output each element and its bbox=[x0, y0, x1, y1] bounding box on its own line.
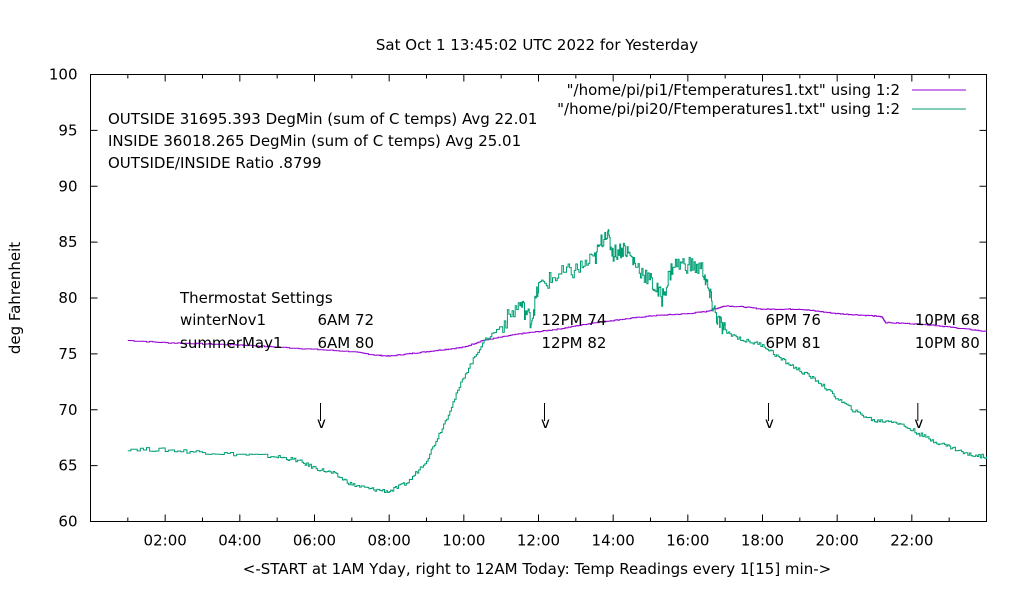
legend-label-inside: "/home/pi/pi1/Ftemperatures1.txt" using … bbox=[567, 81, 900, 99]
chart-title: Sat Oct 1 13:45:02 UTC 2022 for Yesterda… bbox=[376, 36, 698, 54]
x-tick-label: 08:00 bbox=[368, 532, 411, 550]
x-tick-label: 04:00 bbox=[218, 532, 261, 550]
setting-arrow-head: v bbox=[914, 414, 923, 432]
setting-summer: 6PM 81 bbox=[766, 334, 821, 352]
y-tick-label: 95 bbox=[58, 121, 77, 139]
stats-ratio: OUTSIDE/INSIDE Ratio .8799 bbox=[108, 154, 322, 172]
x-tick-label: 14:00 bbox=[592, 532, 635, 550]
x-tick-label: 22:00 bbox=[890, 532, 933, 550]
summer-label: summerMay1 bbox=[180, 334, 283, 352]
x-tick-label: 20:00 bbox=[816, 532, 859, 550]
setting-summer: 10PM 80 bbox=[915, 334, 980, 352]
setting-arrow-head: v bbox=[765, 414, 774, 432]
setting-summer: 6AM 80 bbox=[318, 334, 375, 352]
y-tick-label: 75 bbox=[58, 345, 77, 363]
y-tick-label: 80 bbox=[58, 289, 77, 307]
y-tick-label: 60 bbox=[58, 513, 77, 531]
setting-winter: 12PM 74 bbox=[542, 311, 607, 329]
setting-arrow-head: v bbox=[541, 414, 550, 432]
x-axis-label: <-START at 1AM Yday, right to 12AM Today… bbox=[243, 560, 831, 578]
legend-label-outside: "/home/pi/pi20/Ftemperatures1.txt" using… bbox=[557, 100, 900, 118]
setting-winter: 6PM 76 bbox=[766, 311, 821, 329]
setting-summer: 12PM 82 bbox=[542, 334, 607, 352]
y-axis-label: deg Fahrenheit bbox=[6, 242, 24, 354]
stats-inside: INSIDE 36018.265 DegMin (sum of C temps)… bbox=[108, 132, 521, 150]
series-line-inside bbox=[127, 305, 987, 357]
y-tick-label: 85 bbox=[58, 233, 77, 251]
y-tick-label: 90 bbox=[58, 177, 77, 195]
thermostat-title: Thermostat Settings bbox=[179, 289, 333, 307]
x-tick-label: 18:00 bbox=[741, 532, 784, 550]
x-tick-label: 10:00 bbox=[442, 532, 485, 550]
x-tick-label: 06:00 bbox=[293, 532, 336, 550]
stats-outside: OUTSIDE 31695.393 DegMin (sum of C temps… bbox=[108, 110, 537, 128]
series-line-outside bbox=[127, 229, 987, 493]
x-tick-label: 12:00 bbox=[517, 532, 560, 550]
setting-winter: 6AM 72 bbox=[318, 311, 375, 329]
y-tick-label: 70 bbox=[58, 401, 77, 419]
setting-winter: 10PM 68 bbox=[915, 311, 980, 329]
setting-arrow-head: v bbox=[317, 414, 326, 432]
y-tick-label: 65 bbox=[58, 457, 77, 475]
winter-label: winterNov1 bbox=[180, 311, 266, 329]
x-tick-label: 02:00 bbox=[144, 532, 187, 550]
y-tick-label: 100 bbox=[49, 66, 78, 84]
x-tick-label: 16:00 bbox=[666, 532, 709, 550]
legend: "/home/pi/pi1/Ftemperatures1.txt" using … bbox=[557, 81, 966, 118]
